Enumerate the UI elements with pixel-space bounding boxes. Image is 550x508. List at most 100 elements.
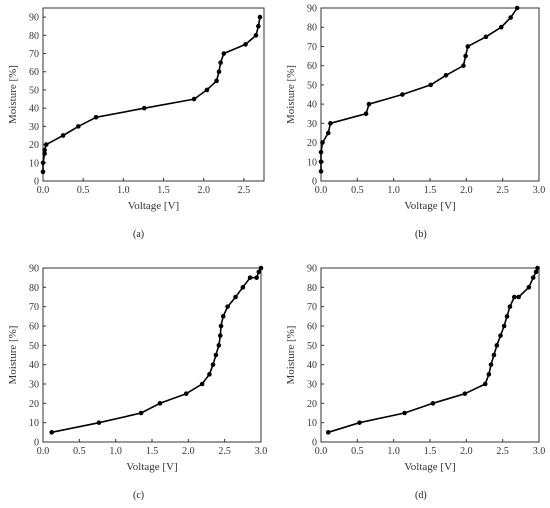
x-tick-label-c: 2.0 [182,446,195,457]
data-point-b [498,24,504,30]
y-tick-label-d: 80 [307,283,317,294]
panel-label-b: (b) [415,229,427,240]
data-point-d [511,294,517,300]
data-point-c [258,265,264,271]
data-point-a [204,87,210,93]
data-point-a [253,33,259,38]
data-point-d [504,314,510,319]
y-tick-label-b: 80 [307,23,317,34]
data-point-c [138,410,144,416]
chart-d: 0.0 0.5 1.0 1.5 2.0 2.5 3.0 0 10 20 30 40 50 60 70 80 90… [285,264,545,474]
y-tick-label-a: 90 [29,13,39,24]
data-point-a [256,23,261,29]
y-axis-label-b: Moisture [%] [285,65,297,124]
y-tick-label-d: 10 [307,418,317,429]
data-point-d [494,343,500,348]
x-tick-label-b: 1.0 [387,185,400,196]
y-tick-label-a: 0 [34,177,39,188]
data-point-c [225,304,230,309]
x-tick-label-d: 0.0 [315,446,328,457]
x-axis-label-b: Voltage [V] [404,200,455,212]
x-tick-label-b: 0.5 [351,185,364,196]
x-tick-label-c: 1.5 [146,446,159,457]
data-point-c [49,430,55,435]
data-point-a [42,151,47,156]
data-point-d [357,420,362,425]
plot-frame-b [320,7,540,182]
x-tick-label-d: 1.5 [424,446,437,457]
series-c-0 [49,265,264,435]
y-tick-label-a: 60 [29,67,39,78]
data-point-a [243,42,248,47]
data-point-a [218,60,223,65]
data-point-a [191,96,197,102]
data-point-a [40,160,46,166]
x-tick-label-a: 0.0 [37,185,50,196]
data-point-c [218,323,224,329]
x-tick-label-d: 3.0 [533,446,546,457]
series-line-d [328,267,539,434]
data-point-b [320,140,325,145]
plot-frame-c [42,267,262,443]
series-line-b [320,7,518,172]
y-tick-label-d: 30 [307,380,317,391]
series-a-0 [40,14,263,175]
y-axis-label-d: Moisture [%] [285,326,297,385]
x-tick-label-c: 1.0 [109,446,122,457]
data-point-c [96,420,102,425]
y-tick-label-a: 50 [29,85,39,96]
data-point-b [508,15,513,20]
data-point-a [76,124,81,129]
y-tick-label-a: 10 [29,158,39,169]
y-tick-label-b: 40 [307,100,317,111]
x-tick-label-c: 3.0 [255,446,268,457]
y-tick-label-b: 20 [307,138,317,149]
x-tick-label-c: 0.5 [73,446,86,457]
y-tick-label-a: 30 [29,122,39,133]
data-point-a [60,133,66,138]
y-tick-label-d: 70 [307,302,317,313]
x-tick-label-b: 0.0 [315,185,328,196]
y-tick-label-b: 70 [307,42,317,53]
y-tick-label-c: 60 [29,322,39,333]
x-axis-label-d: Voltage [V] [404,461,455,473]
y-tick-label-c: 0 [34,438,39,449]
x-tick-label-d: 1.0 [387,446,400,457]
y-tick-label-c: 50 [29,341,39,352]
data-point-a [42,147,47,153]
data-point-d [535,265,540,271]
x-tick-label-b: 2.5 [496,185,509,196]
x-tick-label-a: 2.5 [238,185,251,196]
y-tick-label-d: 60 [307,322,317,333]
data-point-d [498,333,503,338]
y-tick-label-a: 40 [29,104,39,115]
data-point-b [483,34,489,40]
data-point-c [183,391,189,396]
y-axis-label-c: Moisture [%] [7,326,19,385]
x-tick-label-d: 2.5 [496,446,509,457]
x-tick-label-b: 2.0 [460,185,473,196]
data-point-b [428,82,434,88]
chart-a: 0.0 0.5 1.0 1.5 2.0 2.5 0 10 20 30 40 50 60 70 80 90 Vol… [7,7,265,212]
data-point-c [233,294,238,300]
data-point-d [462,391,468,396]
data-point-c [213,352,219,358]
y-tick-label-d: 90 [307,264,317,275]
data-point-c [220,314,226,319]
series-line-a [42,16,261,172]
data-point-c [210,362,216,367]
chart-b: 0.0 0.5 1.0 1.5 2.0 2.5 3.0 0 10 20 30 40 50 60 70 80 90… [285,4,545,213]
data-point-c [216,343,222,348]
panel-label-d: (d) [415,490,427,501]
data-point-b [514,5,520,11]
data-point-d [516,294,521,300]
y-tick-label-b: 30 [307,119,317,130]
data-point-a [43,142,49,147]
y-tick-label-c: 30 [29,380,39,391]
y-tick-label-c: 20 [29,399,39,410]
x-tick-label-d: 2.0 [460,446,473,457]
data-point-b [463,53,468,59]
data-point-a [221,51,227,56]
x-tick-label-a: 1.0 [117,185,130,196]
